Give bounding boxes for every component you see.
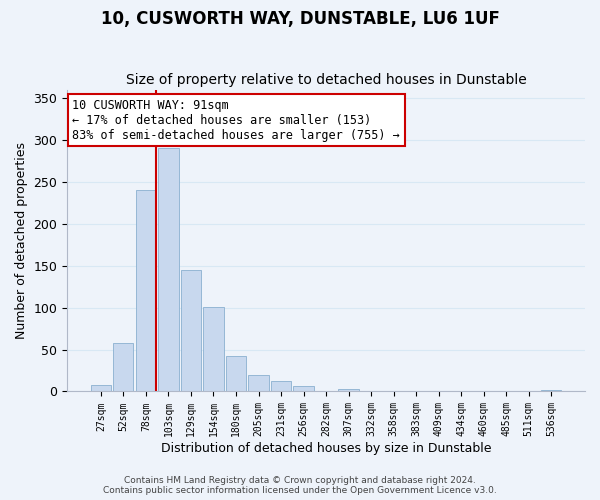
Title: Size of property relative to detached houses in Dunstable: Size of property relative to detached ho… (126, 73, 526, 87)
Bar (293, 386, 314, 392)
Y-axis label: Number of detached properties: Number of detached properties (15, 142, 28, 339)
Bar (271, 382, 291, 392)
Bar (248, 374, 269, 392)
Text: 10, CUSWORTH WAY, DUNSTABLE, LU6 1UF: 10, CUSWORTH WAY, DUNSTABLE, LU6 1UF (101, 10, 499, 28)
Bar (113, 343, 133, 392)
X-axis label: Distribution of detached houses by size in Dunstable: Distribution of detached houses by size … (161, 442, 491, 455)
Bar (541, 390, 562, 392)
Bar (203, 307, 224, 392)
Bar (181, 270, 201, 392)
Bar (158, 148, 179, 392)
Bar (136, 190, 156, 392)
Text: 10 CUSWORTH WAY: 91sqm
← 17% of detached houses are smaller (153)
83% of semi-de: 10 CUSWORTH WAY: 91sqm ← 17% of detached… (73, 98, 400, 142)
Bar (226, 356, 246, 392)
Bar (338, 389, 359, 392)
Text: Contains HM Land Registry data © Crown copyright and database right 2024.
Contai: Contains HM Land Registry data © Crown c… (103, 476, 497, 495)
Bar (91, 385, 111, 392)
